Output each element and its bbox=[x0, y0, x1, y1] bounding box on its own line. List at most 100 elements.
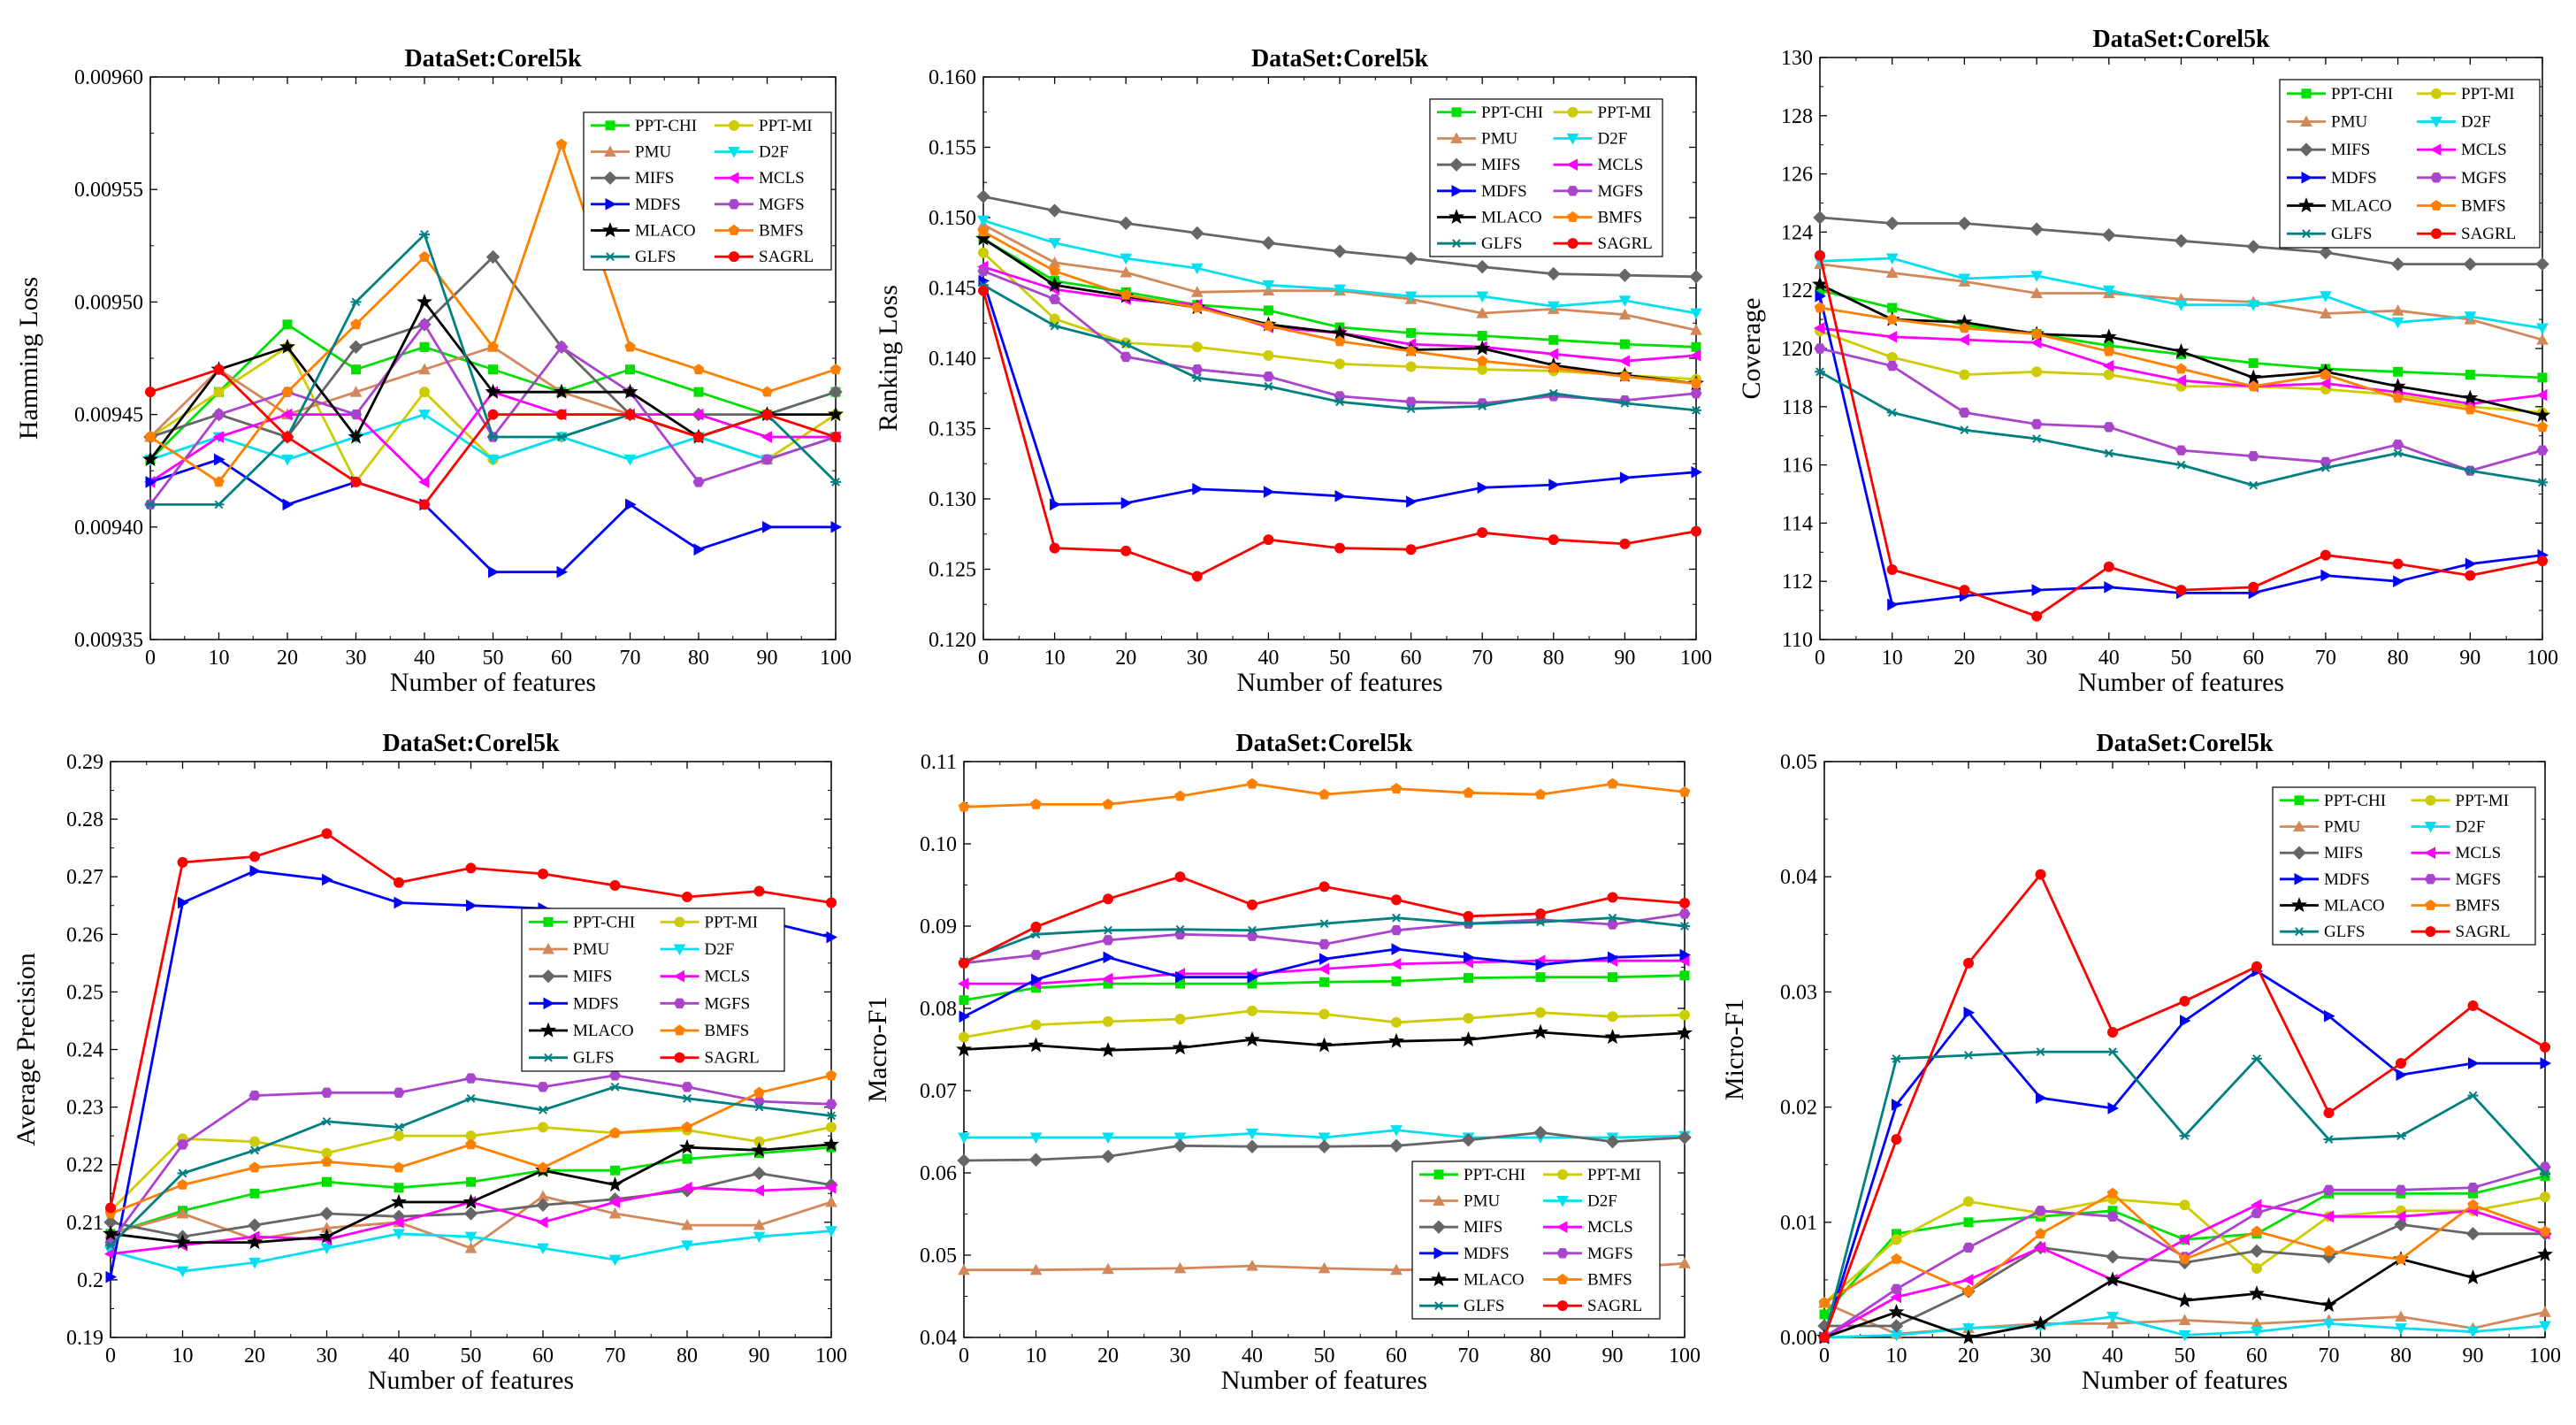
data-point-mdfs bbox=[1679, 948, 1692, 961]
data-point-sagrl bbox=[1405, 544, 1417, 555]
legend-box bbox=[1411, 1161, 1661, 1320]
data-point-ppt-mi bbox=[1049, 313, 1060, 325]
legend: PPT-CHI PPT-MI PMU D2F MIFS MCLS MDFS MGFS MLACO… bbox=[2272, 786, 2536, 946]
data-point-ppt-mi bbox=[1174, 1014, 1186, 1025]
data-point-bmfs bbox=[1049, 264, 1060, 276]
data-point-mcls bbox=[1318, 962, 1329, 976]
data-point-sagrl bbox=[249, 851, 260, 862]
data-point-glfs bbox=[1174, 924, 1186, 934]
data-point-ppt-mi bbox=[1191, 341, 1203, 353]
legend-item-pmu: PMU bbox=[529, 940, 609, 959]
legend-marker bbox=[2425, 794, 2436, 806]
y-tick-label: 0.22 bbox=[66, 1154, 103, 1177]
data-point-bmfs bbox=[213, 476, 225, 487]
data-point-sagrl bbox=[2540, 1041, 2550, 1053]
chart-2: DataSet:Corel5k 0 10 20 30 40 50 60 70 80 90 100 0.1… bbox=[874, 45, 1712, 697]
data-point-mdfs bbox=[1963, 1006, 1976, 1019]
legend-item-mlaco: MLACO bbox=[2280, 897, 2385, 916]
y-tick-label: 0.25 bbox=[66, 981, 103, 1004]
data-point-mcls bbox=[753, 1184, 764, 1197]
legend-item-mlaco: MLACO bbox=[2287, 197, 2392, 216]
series-sagrl bbox=[105, 828, 837, 1214]
legend-label: MLACO bbox=[2331, 197, 2392, 216]
data-point-ppt-chi bbox=[2248, 357, 2259, 368]
x-tick-label: 40 bbox=[1242, 1345, 1263, 1368]
data-point-ppt-chi bbox=[488, 364, 498, 375]
data-point-bmfs bbox=[1962, 1285, 1975, 1297]
y-tick-label: 0.23 bbox=[66, 1097, 103, 1120]
data-point-pmu bbox=[2030, 287, 2043, 298]
data-point-ppt-chi bbox=[2465, 370, 2475, 380]
data-point-d2f bbox=[1190, 263, 1204, 275]
x-tick-label: 10 bbox=[1886, 1345, 1907, 1368]
legend-marker bbox=[728, 224, 740, 235]
y-tick-label: 114 bbox=[1782, 512, 1813, 535]
data-point-glfs bbox=[1477, 402, 1488, 410]
y-tick-label: 0.00935 bbox=[74, 629, 143, 652]
data-point-glfs bbox=[1463, 919, 1474, 929]
data-point-sagrl bbox=[826, 897, 837, 908]
y-tick-label: 120 bbox=[1781, 338, 1813, 361]
data-point-bmfs bbox=[144, 431, 157, 442]
data-point-bmfs bbox=[2467, 1199, 2479, 1210]
legend-label: MDFS bbox=[2324, 870, 2370, 889]
data-point-mifs bbox=[2390, 257, 2405, 272]
legend-marker bbox=[543, 1053, 554, 1062]
x-tick-label: 30 bbox=[1187, 647, 1208, 670]
legend-marker bbox=[673, 969, 684, 983]
data-point-bmfs bbox=[393, 1161, 405, 1173]
data-point-d2f bbox=[2466, 1326, 2480, 1338]
data-point-sagrl bbox=[2179, 995, 2190, 1007]
legend: PPT-CHI PPT-MI PMU D2F MIFS MCLS MDFS MGFS MLACO… bbox=[1411, 1161, 1661, 1320]
data-point-d2f bbox=[464, 1231, 478, 1244]
legend-item-mifs: MIFS bbox=[529, 968, 612, 986]
data-point-d2f bbox=[2030, 271, 2043, 282]
data-point-ppt-chi bbox=[1535, 972, 1546, 983]
data-point-glfs bbox=[105, 1240, 116, 1250]
data-point-mifs bbox=[1245, 1139, 1259, 1153]
data-point-glfs bbox=[1886, 408, 1898, 418]
data-point-mcls bbox=[1689, 349, 1701, 362]
data-point-pmu bbox=[1029, 1263, 1043, 1276]
y-axis-label: Micro-F1 bbox=[1720, 999, 1749, 1100]
data-point-glfs bbox=[1405, 404, 1417, 414]
x-tick-label: 20 bbox=[244, 1345, 265, 1368]
x-tick-label: 40 bbox=[2098, 647, 2120, 670]
legend-label: SAGRL bbox=[2461, 225, 2516, 243]
data-point-bmfs bbox=[1120, 288, 1132, 300]
x-tick-label: 80 bbox=[2390, 1345, 2412, 1368]
legend-marker bbox=[1433, 1169, 1444, 1180]
y-tick-label: 0.26 bbox=[66, 923, 103, 946]
data-point-pmu bbox=[464, 1242, 478, 1253]
x-tick-label: 80 bbox=[688, 647, 709, 670]
data-point-mgfs bbox=[1678, 908, 1691, 919]
chart-title: DataSet:Corel5k bbox=[382, 730, 560, 757]
data-point-d2f bbox=[2464, 311, 2477, 323]
data-point-mdfs bbox=[2320, 569, 2332, 582]
legend-item-d2f: D2F bbox=[2417, 113, 2491, 132]
data-point-mdfs bbox=[826, 931, 838, 944]
data-point-bmfs bbox=[1814, 302, 1826, 313]
data-point-mdfs bbox=[1548, 479, 1560, 491]
series-glfs bbox=[1815, 367, 2548, 490]
legend-label: GLFS bbox=[1481, 234, 1522, 253]
data-point-mgfs bbox=[393, 1087, 405, 1098]
data-point-mlaco bbox=[956, 1041, 972, 1057]
x-axis-label: Number of features bbox=[1236, 668, 1442, 697]
data-point-bmfs bbox=[624, 341, 636, 352]
data-point-glfs bbox=[1959, 425, 1970, 435]
data-point-mdfs bbox=[394, 896, 406, 909]
data-point-mlaco bbox=[1316, 1037, 1333, 1053]
data-point-mifs bbox=[1317, 1139, 1332, 1153]
data-point-ppt-chi bbox=[693, 387, 704, 397]
data-point-bmfs bbox=[2392, 392, 2404, 403]
data-point-mifs bbox=[1173, 1138, 1188, 1153]
series-line-mdfs bbox=[1823, 969, 2545, 1338]
legend-item-sagrl: SAGRL bbox=[660, 1049, 760, 1068]
data-point-mgfs bbox=[1814, 343, 1826, 354]
y-axis-label: Macro-F1 bbox=[863, 997, 892, 1103]
legend-marker bbox=[2294, 795, 2305, 806]
x-tick-label: 10 bbox=[172, 1345, 194, 1368]
y-tick-label: 0.00960 bbox=[74, 66, 143, 89]
data-point-bmfs bbox=[753, 1086, 765, 1098]
